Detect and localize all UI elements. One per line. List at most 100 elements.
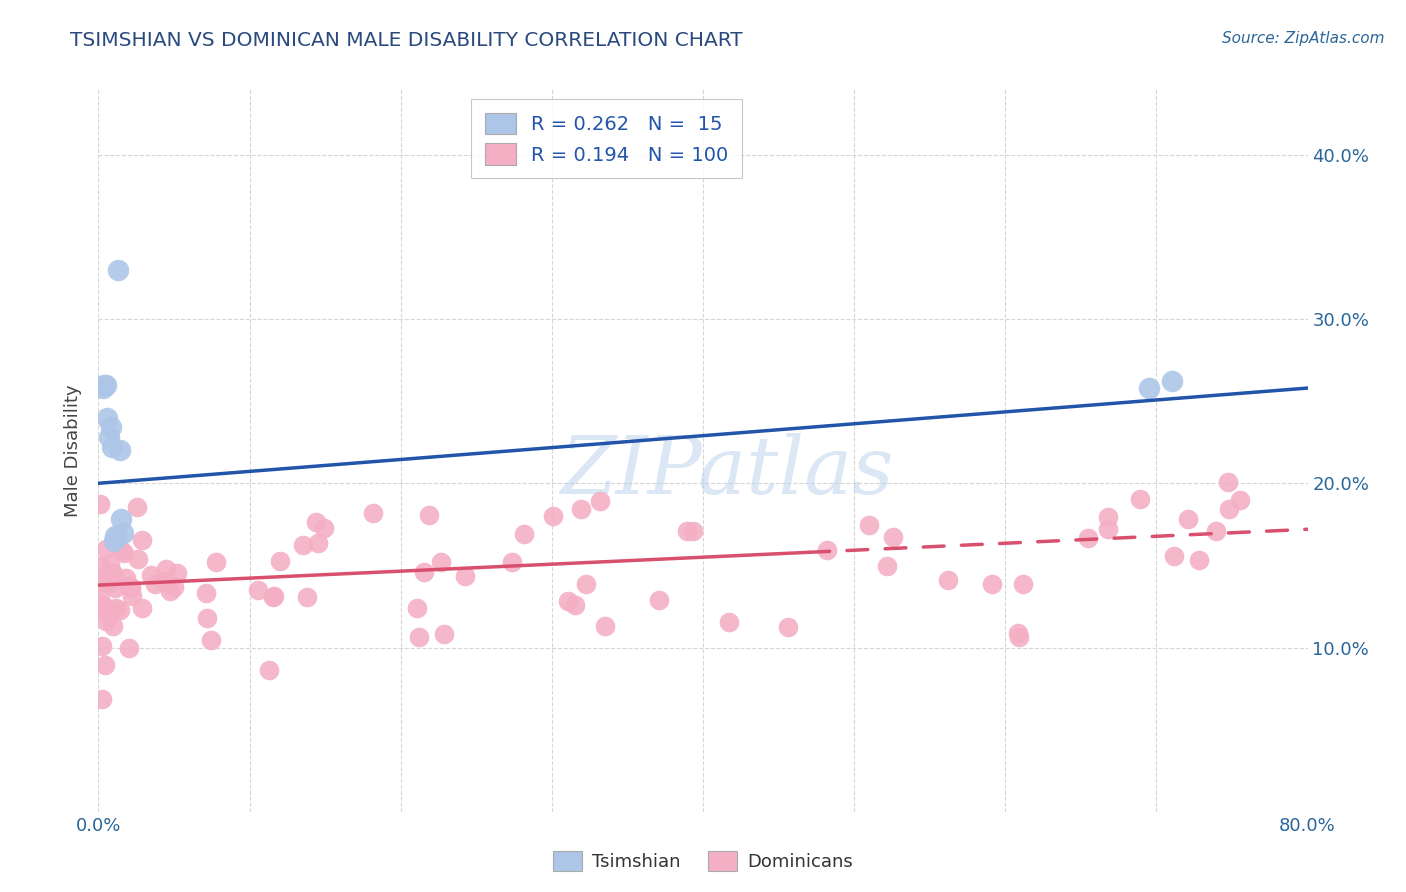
Point (262, 590, 284, 604)
Point (127, 551, 149, 566)
Point (588, 494, 610, 508)
Point (97, 575, 120, 590)
Point (263, 589, 285, 603)
Point (1216, 475, 1239, 489)
Point (112, 546, 135, 560)
Point (204, 555, 226, 569)
Point (91, 639, 114, 653)
Point (153, 574, 176, 588)
Point (98, 430, 121, 444)
Point (305, 515, 328, 529)
Point (108, 603, 131, 617)
Point (194, 586, 217, 600)
Y-axis label: Male Disability: Male Disability (65, 384, 83, 516)
Point (101, 569, 124, 583)
Point (1008, 630, 1031, 644)
Point (501, 555, 523, 569)
Point (257, 664, 280, 678)
Point (90, 575, 112, 590)
Point (96, 569, 118, 583)
Point (94, 657, 117, 672)
Point (413, 566, 436, 580)
Point (125, 500, 148, 514)
Point (936, 573, 959, 587)
Point (778, 620, 800, 634)
Point (575, 577, 598, 591)
Point (103, 533, 125, 548)
Point (98, 609, 121, 624)
Point (295, 590, 318, 604)
Point (512, 526, 534, 541)
Point (675, 524, 697, 539)
Point (430, 555, 453, 569)
Point (569, 502, 592, 516)
Point (159, 584, 181, 599)
Point (101, 440, 124, 454)
Point (94, 614, 117, 628)
Point (564, 598, 586, 612)
Point (1160, 375, 1182, 389)
Point (682, 524, 704, 538)
Point (593, 618, 616, 632)
Point (117, 578, 139, 592)
Point (1218, 501, 1240, 516)
Point (648, 593, 671, 607)
Point (246, 583, 269, 598)
Point (139, 568, 162, 582)
Point (307, 536, 329, 550)
Point (269, 554, 291, 568)
Point (815, 542, 838, 557)
Point (143, 577, 166, 591)
Point (91, 599, 114, 613)
Point (433, 627, 456, 641)
Point (104, 529, 127, 543)
Point (200, 633, 222, 648)
Point (103, 566, 125, 580)
Point (110, 543, 132, 558)
Point (108, 443, 131, 458)
Point (131, 600, 153, 615)
Point (408, 630, 430, 644)
Text: TSIMSHIAN VS DOMINICAN MALE DISABILITY CORRELATION CHART: TSIMSHIAN VS DOMINICAN MALE DISABILITY C… (70, 31, 742, 50)
Point (418, 508, 440, 522)
Point (105, 529, 128, 543)
Point (557, 593, 579, 607)
Point (1097, 510, 1119, 524)
Point (1097, 522, 1119, 536)
Point (361, 507, 384, 521)
Point (101, 619, 124, 633)
Point (155, 562, 177, 576)
Text: Source: ZipAtlas.com: Source: ZipAtlas.com (1222, 31, 1385, 46)
Point (1077, 531, 1099, 545)
Point (118, 641, 141, 656)
Point (96, 410, 118, 425)
Point (91, 381, 114, 395)
Text: ZIPatlas: ZIPatlas (561, 434, 894, 511)
Point (163, 580, 186, 594)
Point (89, 597, 111, 611)
Point (166, 566, 188, 580)
Point (98, 558, 121, 572)
Point (104, 581, 127, 595)
Point (1012, 576, 1035, 591)
Point (107, 262, 129, 277)
Point (94, 377, 117, 392)
Point (90, 691, 112, 706)
Point (121, 580, 143, 594)
Point (89, 599, 111, 613)
Legend: Tsimshian, Dominicans: Tsimshian, Dominicans (546, 844, 860, 879)
Point (1129, 491, 1152, 506)
Point (1163, 549, 1185, 563)
Point (89, 591, 111, 606)
Point (291, 538, 314, 552)
Point (96, 541, 118, 556)
Point (1137, 381, 1160, 395)
Point (405, 601, 427, 615)
Point (97, 601, 120, 615)
Point (858, 518, 880, 533)
Point (718, 615, 741, 630)
Point (121, 589, 143, 603)
Point (104, 600, 127, 615)
Point (100, 420, 122, 434)
Point (454, 569, 477, 583)
